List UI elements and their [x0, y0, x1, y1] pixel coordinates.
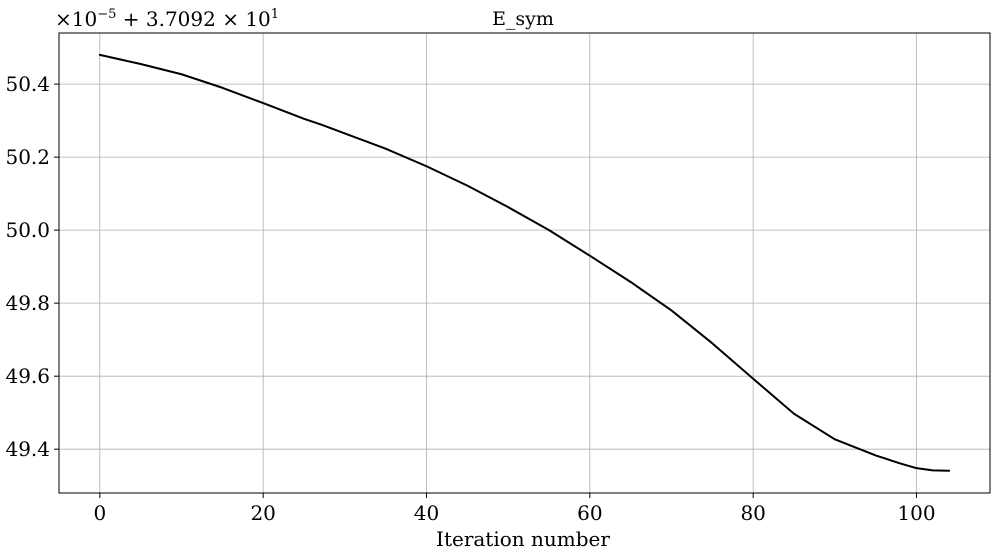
- series-line: [98, 53, 951, 472]
- y-tick-label: 50.4: [5, 72, 50, 96]
- offset-exponent-2: 1: [271, 7, 279, 22]
- y-tick-label: 49.8: [5, 291, 50, 315]
- offset-exponent: −5: [97, 7, 116, 22]
- y-tick-label: 50.0: [5, 218, 50, 242]
- grid: [59, 33, 990, 493]
- y-axis: 49.4 49.6 49.8 50.0 50.2 50.4: [5, 72, 59, 461]
- x-tick-label: 80: [740, 501, 765, 525]
- chart-title: E_sym: [492, 8, 554, 30]
- y-tick-label: 50.2: [5, 145, 50, 169]
- offset-prefix: ×10: [55, 7, 97, 31]
- x-tick-label: 20: [250, 501, 275, 525]
- x-tick-label: 100: [897, 501, 935, 525]
- x-axis-title: Iteration number: [436, 527, 610, 551]
- axis-offset-label: ×10−5 + 3.7092 × 101: [55, 7, 279, 31]
- x-tick-label: 40: [414, 501, 439, 525]
- series-group: [98, 53, 951, 472]
- plot-frame: [58, 32, 991, 494]
- offset-middle: + 3.7092 × 10: [116, 7, 270, 31]
- x-tick-label: 0: [93, 501, 106, 525]
- x-tick-label: 60: [577, 501, 602, 525]
- x-axis: 0 20 40 60 80 100: [93, 493, 936, 525]
- y-tick-label: 49.6: [5, 364, 50, 388]
- y-tick-label: 49.4: [5, 437, 50, 461]
